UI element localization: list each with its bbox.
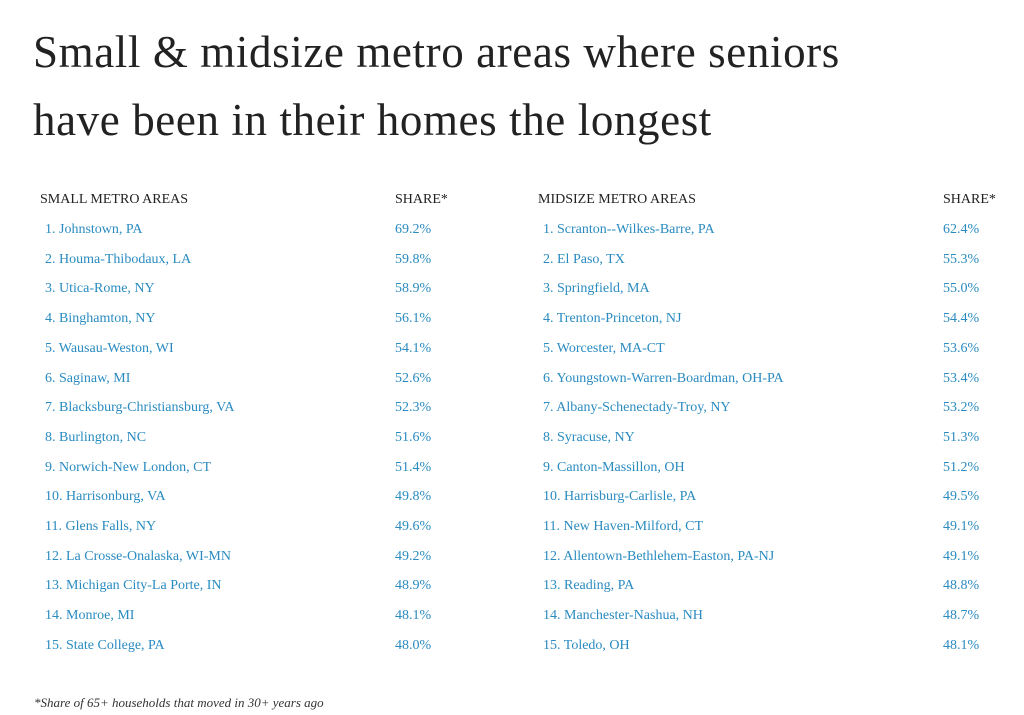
- metro-name: 5. Wausau-Weston, WI: [45, 340, 174, 356]
- metro-name: 5. Worcester, MA-CT: [543, 340, 665, 356]
- share-value: 55.3%: [943, 251, 980, 267]
- share-value: 49.6%: [395, 519, 432, 534]
- column-header: SHARE*: [395, 192, 448, 207]
- column-header: MIDSIZE METRO AREAS: [538, 192, 696, 207]
- metro-name: 3. Utica-Rome, NY: [45, 281, 155, 297]
- share-value: 48.9%: [395, 578, 432, 594]
- share-value: 55.0%: [943, 281, 980, 297]
- share-value: 69.2%: [395, 222, 432, 237]
- share-value: 58.9%: [395, 281, 432, 297]
- metro-name: 1. Scranton--Wilkes-Barre, PA: [543, 222, 715, 237]
- share-value: 49.2%: [395, 548, 432, 564]
- share-value: 53.6%: [943, 340, 980, 356]
- share-value: 48.1%: [943, 637, 980, 653]
- metro-name: 9. Canton-Massillon, OH: [543, 459, 685, 475]
- metro-name: 12. La Crosse-Onalaska, WI-MN: [45, 548, 231, 564]
- share-value: 53.4%: [943, 370, 980, 386]
- metro-name: 9. Norwich-New London, CT: [45, 459, 212, 475]
- metro-name: 15. Toledo, OH: [543, 637, 630, 653]
- metro-name: 4. Trenton-Princeton, NJ: [543, 311, 682, 327]
- share-value: 54.4%: [943, 311, 980, 327]
- share-value: 62.4%: [943, 222, 980, 237]
- share-value: 52.3%: [395, 400, 432, 416]
- metro-name: 10. Harrisburg-Carlisle, PA: [543, 489, 697, 505]
- share-value: 49.5%: [943, 489, 980, 505]
- share-value: 48.0%: [395, 637, 432, 653]
- metro-name: 1. Johnstown, PA: [45, 222, 143, 237]
- share-value: 56.1%: [395, 311, 432, 327]
- metro-name: 6. Saginaw, MI: [45, 370, 131, 386]
- metro-name: 2. Houma-Thibodaux, LA: [45, 251, 192, 267]
- share-value: 49.8%: [395, 489, 432, 505]
- share-value: 51.3%: [943, 429, 980, 445]
- metro-name: 11. Glens Falls, NY: [45, 519, 157, 534]
- metro-name: 7. Albany-Schenectady-Troy, NY: [543, 400, 731, 416]
- share-value: 53.2%: [943, 400, 980, 416]
- share-value: 51.4%: [395, 459, 432, 475]
- metro-name: 13. Michigan City-La Porte, IN: [45, 578, 222, 594]
- metro-name: 7. Blacksburg-Christiansburg, VA: [45, 400, 235, 416]
- share-value: 59.8%: [395, 251, 432, 267]
- metro-name: 8. Syracuse, NY: [543, 429, 635, 445]
- metro-name: 11. New Haven-Milford, CT: [543, 519, 704, 534]
- metro-name: 4. Binghamton, NY: [45, 311, 156, 327]
- share-value: 48.8%: [943, 578, 980, 594]
- share-value: 48.1%: [395, 608, 432, 624]
- footnote: *Share of 65+ households that moved in 3…: [34, 695, 324, 710]
- share-value: 49.1%: [943, 548, 980, 564]
- metro-name: 10. Harrisonburg, VA: [45, 489, 166, 505]
- share-value: 51.6%: [395, 429, 432, 445]
- metro-name: 13. Reading, PA: [543, 578, 635, 594]
- column-header: SHARE*: [943, 192, 996, 207]
- share-value: 54.1%: [395, 340, 432, 356]
- metro-name: 14. Manchester-Nashua, NH: [543, 608, 703, 624]
- share-value: 52.6%: [395, 370, 432, 386]
- metro-name: 3. Springfield, MA: [543, 281, 650, 297]
- share-value: 49.1%: [943, 519, 980, 534]
- metro-name: 6. Youngstown-Warren-Boardman, OH-PA: [543, 370, 784, 386]
- metro-name: 14. Monroe, MI: [45, 608, 135, 624]
- metro-name: 8. Burlington, NC: [45, 429, 147, 445]
- metro-name: 12. Allentown-Bethlehem-Easton, PA-NJ: [543, 548, 775, 564]
- metro-name: 15. State College, PA: [45, 637, 165, 653]
- share-value: 51.2%: [943, 459, 980, 475]
- column-header: SMALL METRO AREAS: [40, 192, 189, 207]
- title-line: Small & midsize metro areas where senior…: [33, 27, 840, 77]
- title-line: have been in their homes the longest: [33, 95, 712, 145]
- share-value: 48.7%: [943, 608, 980, 624]
- metro-name: 2. El Paso, TX: [543, 251, 625, 267]
